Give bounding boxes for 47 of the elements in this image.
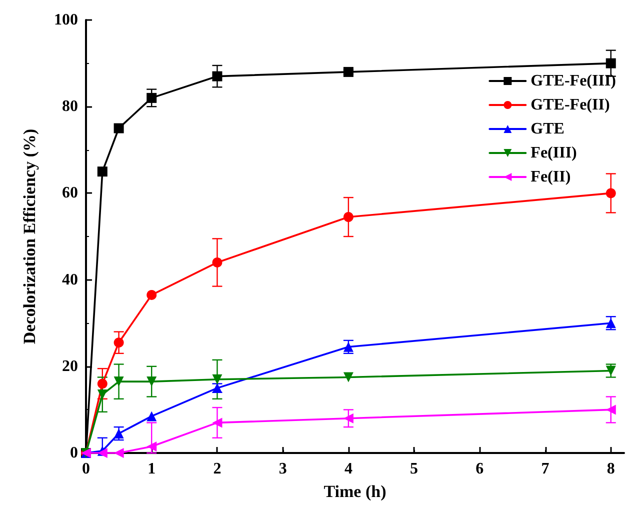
point <box>343 212 354 222</box>
point <box>114 448 124 458</box>
x-axis-title: Time (h) <box>324 482 386 501</box>
x-tick-label: 5 <box>410 460 418 478</box>
point <box>146 92 157 103</box>
legend-label: GTE <box>530 120 564 138</box>
point <box>146 442 157 452</box>
y-tick-label: 20 <box>62 358 78 375</box>
y-axis-title: Decolorization Efficiency (%) <box>20 128 39 344</box>
point <box>114 338 124 348</box>
point <box>606 58 616 68</box>
point <box>146 411 157 422</box>
point <box>97 166 108 177</box>
point <box>343 372 354 382</box>
legend-label: Fe(II) <box>530 168 571 186</box>
point <box>114 428 124 439</box>
point <box>97 390 108 400</box>
point <box>97 448 108 458</box>
y-tick-label: 100 <box>54 12 78 28</box>
point <box>146 290 157 300</box>
x-tick-label: 3 <box>278 460 287 478</box>
x-tick-label: 7 <box>541 460 550 478</box>
point <box>212 418 222 428</box>
point <box>212 374 222 384</box>
y-tick-label: 60 <box>62 184 78 202</box>
y-tick-label: 80 <box>62 98 78 116</box>
x-tick-label: 0 <box>82 460 90 478</box>
legend-label: GTE-Fe(II) <box>530 96 610 114</box>
y-tick-label: 0 <box>70 444 78 462</box>
point <box>606 188 616 198</box>
point <box>114 123 124 134</box>
x-tick-label: 4 <box>344 460 352 478</box>
point <box>97 378 108 389</box>
x-tick-label: 1 <box>148 460 156 478</box>
point <box>343 342 354 352</box>
y-tick-label: 40 <box>62 271 78 288</box>
point <box>212 71 222 82</box>
point <box>114 376 124 387</box>
legend-label: GTE-Fe(III) <box>530 72 616 90</box>
x-tick-label: 8 <box>606 460 615 478</box>
point <box>343 413 354 424</box>
legend-label: Fe(III) <box>530 144 577 162</box>
x-tick-label: 2 <box>213 460 222 478</box>
point <box>343 66 354 77</box>
point <box>212 257 222 268</box>
x-tick-label: 6 <box>476 460 484 478</box>
point <box>146 376 157 387</box>
